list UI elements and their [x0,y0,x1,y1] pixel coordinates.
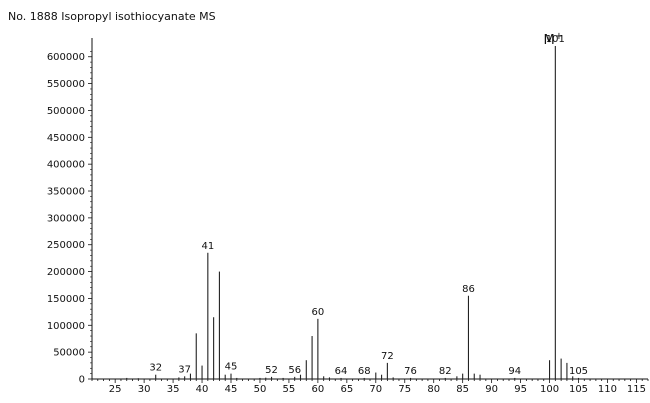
peak-label-76: 76 [404,366,417,377]
peak-label-41: 41 [201,241,214,252]
x-tick-label: 105 [569,384,588,395]
x-tick-label: 75 [398,384,411,395]
x-tick-label: 70 [369,384,382,395]
y-tick-label: 400000 [47,160,85,171]
chart-axes: 25 30 35 40 45 50 55 60 65 70 75 80 85 90 95 100 105 110 1… [47,38,649,395]
peak-label-32: 32 [149,363,162,374]
x-tick-label: 65 [340,384,353,395]
x-tick-label: 90 [485,384,498,395]
y-tick-label: 300000 [47,213,85,224]
x-tick-label: 100 [540,384,559,395]
peak-label-68: 68 [358,366,371,377]
x-tick-label: 25 [109,384,122,395]
x-tick-label: 110 [598,384,617,395]
x-tick-label: 95 [514,384,527,395]
x-tick-label: 60 [312,384,325,395]
y-tick-label: 600000 [47,52,85,63]
peak-label-60: 60 [312,307,325,318]
y-tick-label: 550000 [47,79,85,90]
peak-label-86: 86 [462,284,475,295]
peak-label-52: 52 [265,365,278,376]
chart-peak-labels: 32 37 41 45 52 56 60 64 68 72 76 82 86 94 101 105 M+ [149,31,588,377]
y-tick-label: 50000 [53,348,85,359]
y-tick-label: 100000 [47,321,85,332]
y-tick-label: 350000 [47,187,85,198]
x-tick-label: 40 [196,384,209,395]
x-tick-label: 45 [225,384,238,395]
peak-label-56: 56 [288,365,301,376]
peak-label-37: 37 [178,364,191,375]
x-tick-label: 85 [456,384,469,395]
peak-label-64: 64 [335,366,348,377]
peak-label-94: 94 [508,366,521,377]
x-tick-label: 30 [138,384,151,395]
peak-label-82: 82 [439,366,452,377]
peak-label-101: 101 [546,34,565,45]
y-tick-label: 0 [79,375,85,386]
chart-title: No. 1888 Isopropyl isothiocyanate MS [8,10,216,23]
x-tick-label: 50 [254,384,267,395]
peak-label-105: 105 [569,366,588,377]
peak-label-72: 72 [381,351,394,362]
y-tick-label: 500000 [47,106,85,117]
y-tick-label: 250000 [47,240,85,251]
y-tick-label: 200000 [47,267,85,278]
y-tick-label: 450000 [47,133,85,144]
x-tick-label: 80 [427,384,440,395]
molecular-ion-annotation: M+ [544,31,564,48]
y-tick-label: 150000 [47,294,85,305]
x-tick-label: 35 [167,384,180,395]
x-tick-label: 55 [283,384,296,395]
peak-label-45: 45 [225,362,238,373]
chart-peaks [126,46,580,379]
x-tick-label: 115 [627,384,646,395]
